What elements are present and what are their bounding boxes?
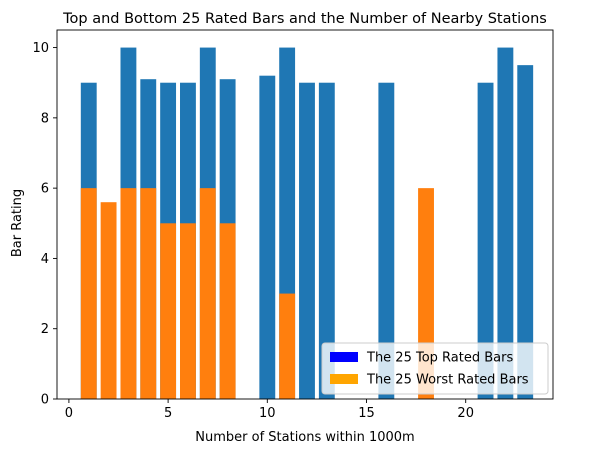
y-tick-label: 4 xyxy=(41,252,49,267)
y-axis-label: Bar Rating xyxy=(10,189,25,257)
legend-swatch-2 xyxy=(330,374,358,384)
bar-series-2-x-3 xyxy=(120,188,137,399)
y-tick-label: 0 xyxy=(41,393,49,408)
chart-title: Top and Bottom 25 Rated Bars and the Num… xyxy=(62,11,547,27)
bar-series-1-x-12 xyxy=(299,82,315,400)
y-tick-label: 2 xyxy=(41,322,49,337)
bar-series-2-x-11 xyxy=(279,293,296,399)
bar-series-1-x-21 xyxy=(477,82,494,400)
bar-series-1-x-22 xyxy=(497,47,514,399)
x-axis-ticks: 0 5 10 15 20 xyxy=(65,399,474,421)
x-tick-label: 0 xyxy=(65,406,73,421)
legend-label-2: The 25 Worst Rated Bars xyxy=(366,373,529,388)
bar-series-2-x-1 xyxy=(80,188,97,399)
bar-series-1-x-10 xyxy=(259,75,276,399)
legend-swatch-1 xyxy=(330,352,358,362)
bar-series-2-x-6 xyxy=(180,223,196,399)
x-axis-label: Number of Stations within 1000m xyxy=(195,430,414,445)
x-tick-label: 10 xyxy=(259,406,276,421)
x-tick-label: 15 xyxy=(358,406,375,421)
bar-series-2-x-2 xyxy=(100,202,117,399)
legend-box xyxy=(321,342,549,395)
bar-series-2-x-8 xyxy=(219,223,236,399)
plot-frame xyxy=(56,29,554,400)
y-tick-label: 6 xyxy=(41,182,49,197)
bar-series-1-x-16 xyxy=(378,82,395,400)
legend-label-1: The 25 Top Rated Bars xyxy=(366,351,513,366)
bars-layer xyxy=(80,47,534,400)
x-tick-label: 20 xyxy=(457,406,474,421)
x-tick-label: 5 xyxy=(164,406,172,421)
y-axis-ticks: 0 2 4 6 8 10 xyxy=(32,41,57,408)
y-tick-label: 10 xyxy=(32,41,49,56)
bar-series-1-x-13 xyxy=(318,82,335,400)
bar-series-2-x-4 xyxy=(140,188,157,399)
legend: The 25 Top Rated Bars The 25 Worst Rated … xyxy=(321,342,549,395)
bar-series-2-x-5 xyxy=(160,223,177,399)
bar-series-2-x-7 xyxy=(199,188,216,399)
y-tick-label: 8 xyxy=(41,111,49,126)
bar-series-1-x-23 xyxy=(517,65,534,399)
